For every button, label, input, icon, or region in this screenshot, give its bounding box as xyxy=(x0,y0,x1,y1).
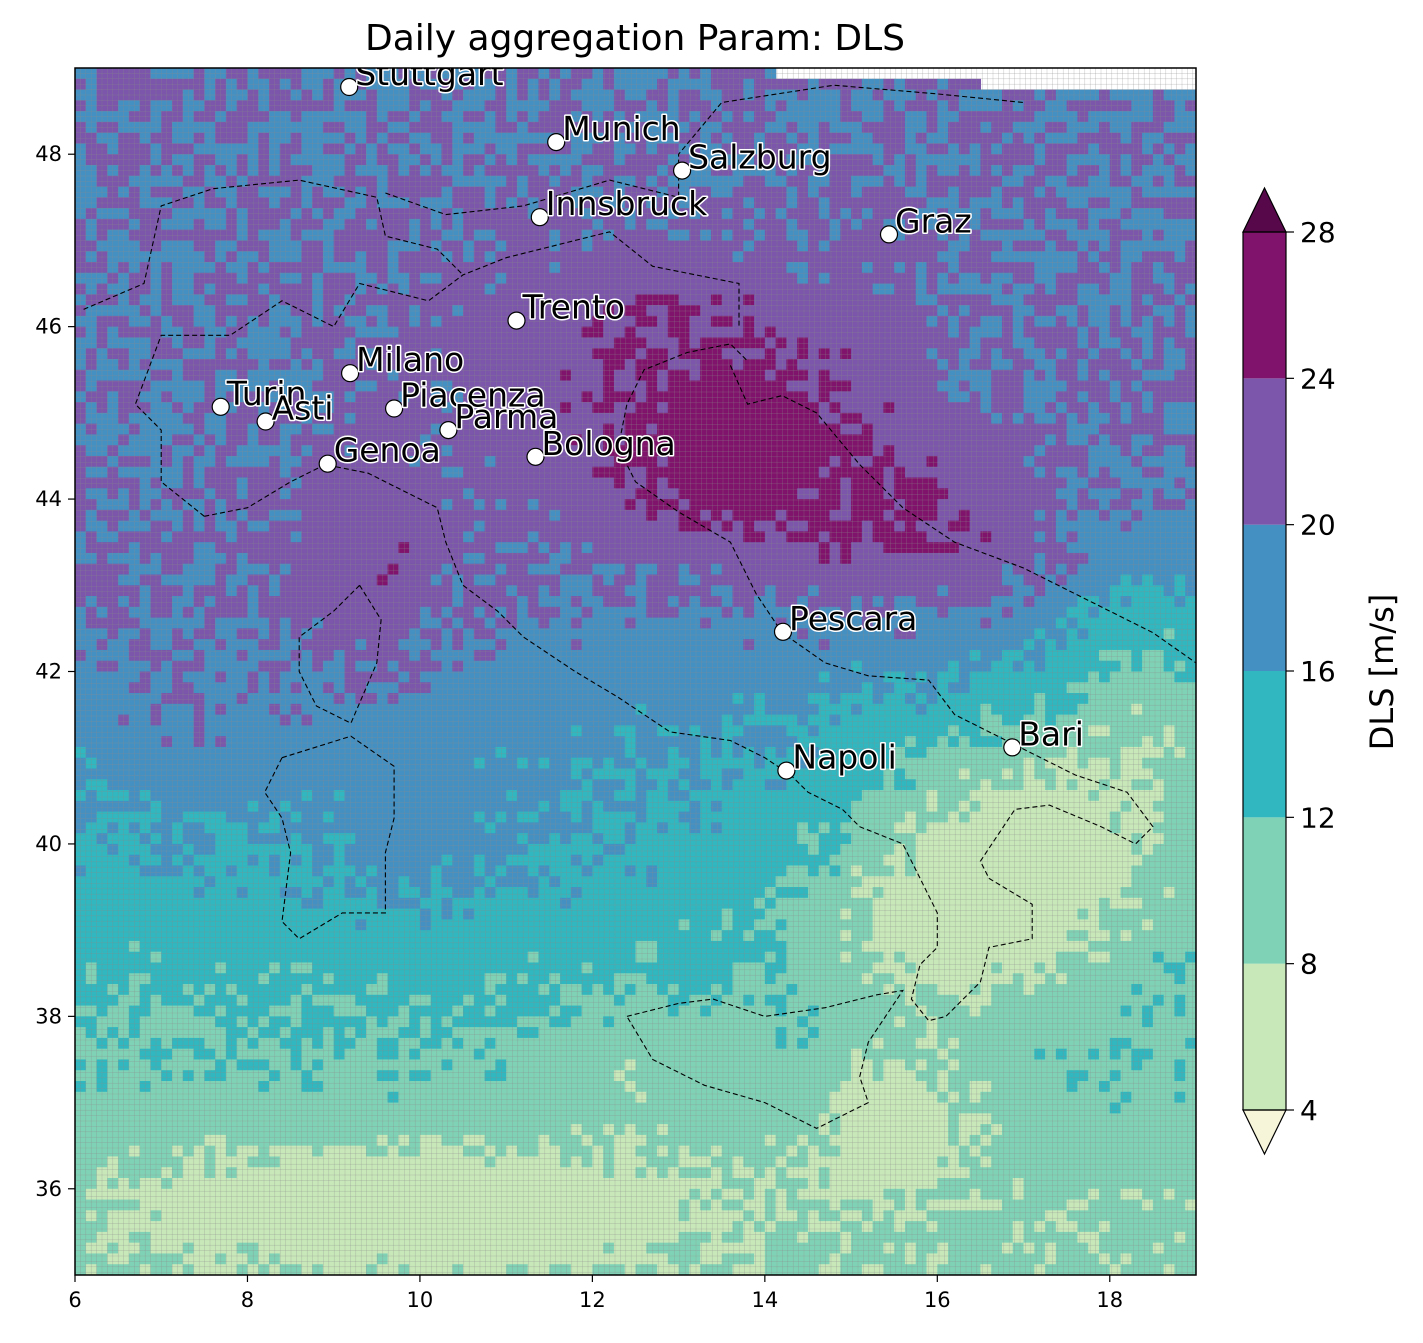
x-tick-label: 18 xyxy=(1096,1288,1123,1312)
city-salzburg: Salzburg xyxy=(672,136,833,180)
city-label: Bari xyxy=(1018,714,1084,753)
city-label: Munich xyxy=(562,109,681,148)
city-marker xyxy=(341,364,360,383)
coastline-segment xyxy=(204,343,1154,1022)
city-bari: Bari xyxy=(1003,713,1085,757)
city-label: Salzburg xyxy=(688,138,831,177)
colorbar-tick-label: 16 xyxy=(1300,655,1336,688)
colorbar-segment xyxy=(1243,232,1286,379)
city-graz: Graz xyxy=(879,200,973,244)
city-parma: Parma xyxy=(439,396,560,440)
city-asti: Asti xyxy=(256,387,335,431)
city-munich: Munich xyxy=(547,108,682,152)
x-tick-label: 12 xyxy=(579,1288,606,1312)
x-tick-label: 10 xyxy=(407,1288,434,1312)
city-innsbruck: Innsbruck xyxy=(530,183,710,227)
city-milano: Milano xyxy=(341,339,466,383)
colorbar-segment xyxy=(1243,963,1286,1110)
city-stuttgart: Stuttgart xyxy=(340,54,505,97)
x-tick-label: 8 xyxy=(241,1288,254,1312)
city-label: Trento xyxy=(522,288,626,327)
city-label: Piacenza xyxy=(400,376,545,415)
city-label: Napoli xyxy=(792,738,896,777)
city-label: Milano xyxy=(356,340,464,379)
city-bologna: Bologna xyxy=(526,422,677,466)
chart-title: Daily aggregation Param: DLS xyxy=(365,18,905,59)
city-label: Innsbruck xyxy=(546,184,708,223)
city-marker xyxy=(256,412,275,431)
city-marker xyxy=(507,311,526,330)
city-pescara: Pescara xyxy=(773,597,919,641)
colorbar-tick-label: 24 xyxy=(1300,362,1336,395)
city-marker xyxy=(1003,738,1022,757)
city-napoli: Napoli xyxy=(777,736,898,780)
y-tick-label: 42 xyxy=(35,660,62,684)
city-genoa: Genoa xyxy=(318,429,442,473)
x-tick-label: 16 xyxy=(924,1288,951,1312)
colorbar-segment xyxy=(1243,378,1286,525)
city-label: Genoa xyxy=(334,431,441,470)
coastline-segment xyxy=(729,365,1196,664)
colorbar-segment xyxy=(1243,671,1286,818)
city-label: Stuttgart xyxy=(355,54,503,93)
city-piacenza: Piacenza xyxy=(385,374,547,418)
x-tick-label: 6 xyxy=(68,1288,81,1312)
y-tick-label: 48 xyxy=(35,142,62,166)
city-marker xyxy=(672,161,692,180)
x-tick-label: 14 xyxy=(751,1288,778,1312)
city-marker xyxy=(211,397,230,416)
colorbar-segment xyxy=(1243,817,1286,964)
coastline-segment xyxy=(83,179,464,310)
dls-field xyxy=(75,68,1196,1275)
y-tick-label: 36 xyxy=(35,1177,62,1201)
city-trento: Trento xyxy=(507,286,627,330)
colorbar: 4 8 12 16 20 24 28 xyxy=(1242,186,1336,1156)
city-label: Pescara xyxy=(789,599,917,638)
colorbar-segment xyxy=(1243,524,1286,671)
y-tick-label: 44 xyxy=(35,487,62,511)
city-marker xyxy=(340,77,359,97)
city-label: Asti xyxy=(272,389,334,428)
city-marker xyxy=(547,133,566,152)
y-tick-label: 40 xyxy=(35,832,62,856)
y-tick-label: 38 xyxy=(35,1004,62,1028)
city-marker xyxy=(879,225,899,244)
city-marker xyxy=(526,447,545,466)
city-label: Graz xyxy=(895,201,972,240)
city-marker xyxy=(777,761,796,780)
colorbar-tick-label: 8 xyxy=(1300,948,1318,981)
colorbar-tick-label: 20 xyxy=(1300,509,1336,542)
colorbar-tick-label: 28 xyxy=(1300,216,1336,249)
coastline-segment xyxy=(264,735,395,940)
city-marker xyxy=(318,454,337,473)
colorbar-under-extension xyxy=(1242,1109,1287,1156)
x-axis: 6 8 10 12 14 16 18 xyxy=(68,1275,1123,1312)
colorbar-label: DLS [m/s] xyxy=(1363,594,1401,751)
city-marker xyxy=(773,622,793,641)
coastline-segment xyxy=(626,989,904,1130)
city-label: Parma xyxy=(454,397,558,436)
colorbar-over-extension xyxy=(1242,186,1287,233)
city-marker xyxy=(530,208,549,227)
city-turin: Turin xyxy=(211,372,308,416)
city-marker xyxy=(439,421,458,440)
city-label: Turin xyxy=(226,374,307,413)
city-marker xyxy=(385,399,404,418)
colorbar-tick-label: 4 xyxy=(1300,1094,1318,1127)
y-axis: 36 38 40 42 44 46 48 xyxy=(35,142,75,1201)
y-tick-label: 46 xyxy=(35,315,62,339)
colorbar-tick-label: 12 xyxy=(1300,801,1336,834)
city-label: Bologna xyxy=(542,424,676,463)
coastline-segment xyxy=(298,584,382,724)
